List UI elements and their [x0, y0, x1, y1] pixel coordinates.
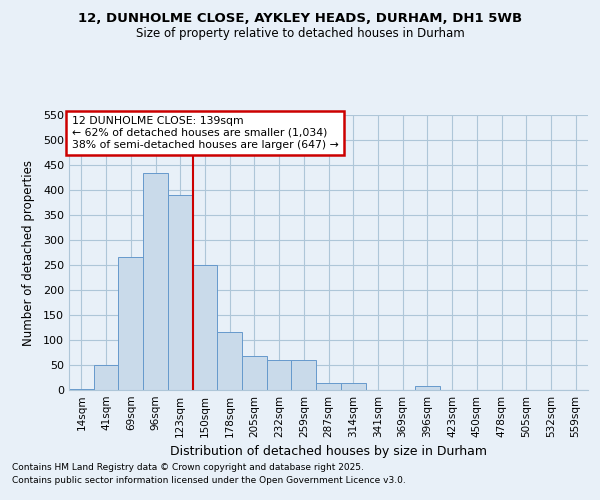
Bar	[242, 356, 267, 390]
Text: Contains public sector information licensed under the Open Government Licence v3: Contains public sector information licen…	[12, 476, 406, 485]
Bar	[118, 256, 143, 390]
Bar	[143, 172, 168, 390]
Text: 12, DUNHOLME CLOSE, AYKLEY HEADS, DURHAM, DH1 5WB: 12, DUNHOLME CLOSE, AYKLEY HEADS, DURHAM…	[78, 12, 522, 26]
Bar	[316, 382, 341, 390]
Bar	[69, 389, 94, 390]
Bar	[292, 360, 316, 390]
Bar	[168, 195, 193, 390]
X-axis label: Distribution of detached houses by size in Durham: Distribution of detached houses by size …	[170, 446, 487, 458]
Text: 12 DUNHOLME CLOSE: 139sqm
← 62% of detached houses are smaller (1,034)
38% of se: 12 DUNHOLME CLOSE: 139sqm ← 62% of detac…	[71, 116, 338, 150]
Bar	[217, 332, 242, 390]
Y-axis label: Number of detached properties: Number of detached properties	[22, 160, 35, 346]
Text: Size of property relative to detached houses in Durham: Size of property relative to detached ho…	[136, 28, 464, 40]
Bar	[415, 386, 440, 390]
Text: Contains HM Land Registry data © Crown copyright and database right 2025.: Contains HM Land Registry data © Crown c…	[12, 464, 364, 472]
Bar	[193, 265, 217, 390]
Bar	[94, 365, 118, 390]
Bar	[341, 382, 365, 390]
Bar	[267, 360, 292, 390]
